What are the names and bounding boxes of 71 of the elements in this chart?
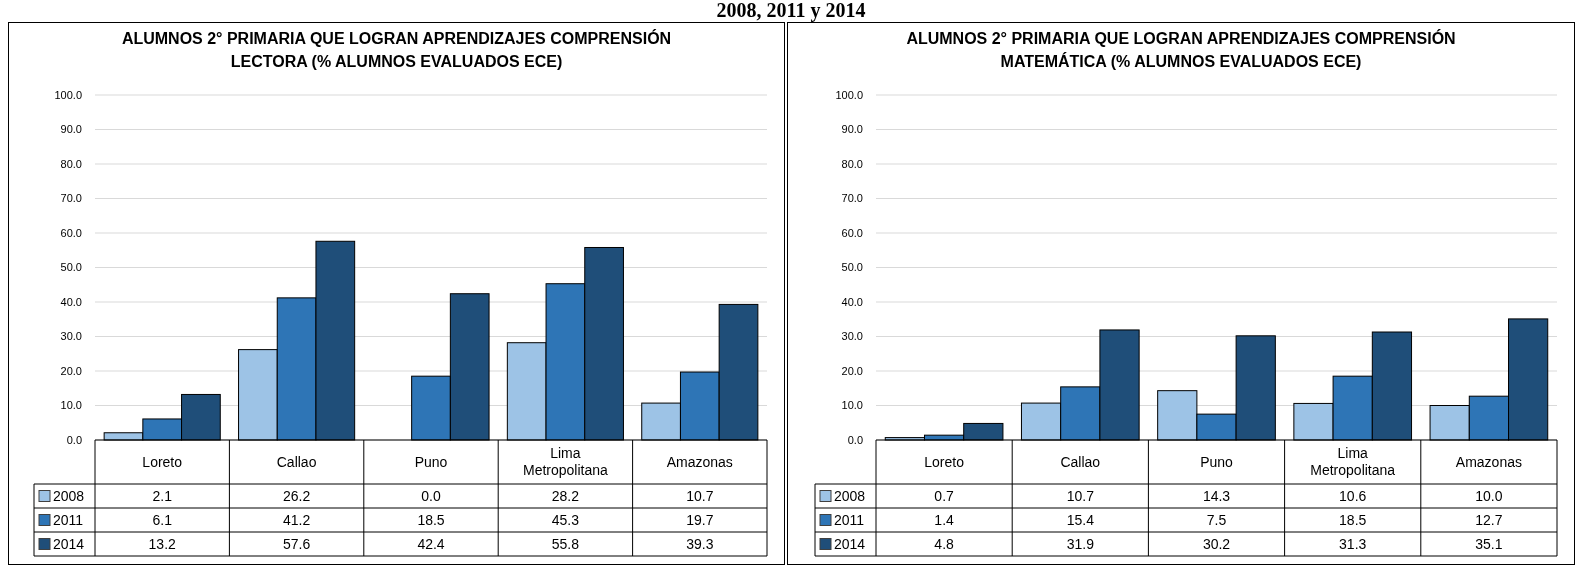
x-tick-label: Puno [1200,453,1234,470]
y-tick-label: 90.0 [841,123,863,136]
y-tick-label: 70.0 [841,192,863,205]
data-label: 57.6 [282,535,311,552]
text: 2008, 2011 y 2014 [716,0,866,22]
data-label: 18.5 [1339,511,1367,528]
y-tick-label: 100.0 [54,88,82,101]
y-tick-label: 50.0 [841,261,863,274]
data-label: 10.0 [1475,487,1503,504]
y-tick-label: 90.0 [60,123,82,136]
data-label: 6.1 [152,511,173,528]
y-tick-label: 80.0 [841,157,863,170]
legend-label: 2011 [834,511,865,528]
data-label: 19.7 [686,511,714,528]
y-tick-label: 10.0 [841,399,863,412]
data-label: 35.1 [1475,535,1503,552]
x-tick-label: Amazonas [666,453,733,470]
x-tick-label: Lima Metropolitana [1310,445,1396,479]
data-label: 13.2 [148,535,177,552]
y-tick-label: 0.0 [847,433,863,446]
data-label: 1.4 [934,511,955,528]
data-label: 14.3 [1202,487,1231,504]
legend-label: 2008 [834,487,866,504]
data-label: 26.2 [282,487,311,504]
legend-label: 2014 [834,535,866,552]
data-label: 10.6 [1339,487,1367,504]
data-label: 30.2 [1202,535,1231,552]
x-tick-label: Callao [276,453,317,470]
data-label: 18.5 [417,511,445,528]
y-tick-label: 80.0 [60,157,82,170]
data-label: 10.7 [686,487,714,504]
data-label: 45.3 [551,511,580,528]
legend-label: 2008 [53,487,85,504]
data-label: 31.3 [1339,535,1367,552]
data-label: 0.0 [421,487,441,504]
x-tick-label: Callao [1060,453,1101,470]
x-tick-label: Puno [414,453,448,470]
y-tick-label: 60.0 [60,226,82,239]
chart-title: ALUMNOS 2° PRIMARIA QUE LOGRAN APRENDIZAJES COMPRENSIÓN MATEMÁTICA (% ALUMNOS EVALUADOS ECE) [906,29,1456,70]
y-tick-label: 10.0 [60,399,82,412]
data-label: 15.4 [1066,511,1095,528]
data-label: 2.1 [152,487,173,504]
y-tick-label: 100.0 [835,88,863,101]
data-label: 4.8 [934,535,955,552]
chart-title: ALUMNOS 2° PRIMARIA QUE LOGRAN APRENDIZAJES COMPRENSIÓN LECTORA (% ALUMNOS EVALUADOS ECE) [121,29,672,70]
y-tick-label: 60.0 [841,226,863,239]
data-label: 28.2 [551,487,580,504]
data-label: 55.8 [551,535,580,552]
y-tick-label: 70.0 [60,192,82,205]
data-label: 39.3 [686,535,714,552]
y-tick-label: 40.0 [841,295,863,308]
y-tick-label: 30.0 [841,330,863,343]
legend-label: 2014 [53,535,85,552]
data-label: 12.7 [1475,511,1503,528]
data-label: 7.5 [1206,511,1227,528]
y-tick-label: 0.0 [66,433,82,446]
y-tick-label: 40.0 [60,295,82,308]
x-tick-label: Lima Metropolitana [522,445,609,479]
x-tick-label: Loreto [142,453,183,470]
data-label: 0.7 [934,487,955,504]
data-label: 42.4 [417,535,445,552]
y-tick-label: 20.0 [60,364,82,377]
y-tick-label: 30.0 [60,330,82,343]
y-tick-label: 50.0 [60,261,82,274]
data-label: 10.7 [1066,487,1095,504]
data-label: 31.9 [1066,535,1095,552]
x-tick-label: Amazonas [1455,453,1522,470]
x-tick-label: Loreto [924,453,965,470]
legend-label: 2011 [53,511,84,528]
data-label: 41.2 [282,511,311,528]
y-tick-label: 20.0 [841,364,863,377]
